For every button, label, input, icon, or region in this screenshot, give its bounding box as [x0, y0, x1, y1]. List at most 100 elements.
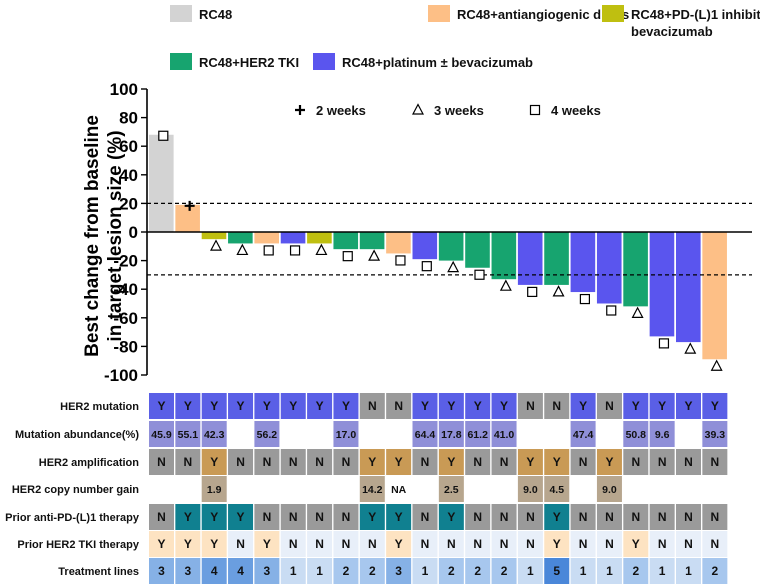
bar-patient-17 — [570, 232, 596, 293]
table-cell-text: N — [447, 537, 456, 551]
marker-tri-patient-16 — [552, 285, 565, 297]
bar-patient-21 — [676, 232, 701, 343]
table-cell-text: 4 — [237, 564, 244, 578]
table-row-label: Prior HER2 TKI therapy — [17, 539, 140, 551]
marker-sq-patient-17 — [579, 293, 591, 305]
table-cell — [201, 504, 227, 530]
table-cell — [676, 449, 701, 475]
table-cell-text: 1 — [422, 564, 429, 578]
table-cell — [465, 421, 491, 447]
table-cell-text: 2 — [369, 564, 376, 578]
table-cell — [544, 504, 570, 530]
table-cell — [649, 393, 675, 419]
table-cell-text: N — [368, 399, 377, 413]
table-cell-text: Y — [553, 537, 561, 551]
table-cell — [359, 558, 385, 584]
table-cell-text: N — [526, 399, 535, 413]
table-cell — [649, 558, 675, 584]
table-cell — [386, 531, 412, 557]
marker-plus-patient-2 — [184, 200, 195, 211]
table-cell — [307, 558, 333, 584]
table-cell-text: N — [342, 510, 351, 524]
table-cell-text: NA — [391, 484, 407, 496]
table-cell-text: 50.8 — [626, 429, 647, 441]
table-cell — [359, 476, 385, 502]
table-cell — [359, 449, 385, 475]
table-cell-text: N — [368, 537, 377, 551]
table-row-label: Mutation abundance(%) — [15, 429, 139, 441]
y-tick-label: 100 — [110, 80, 138, 99]
marker-tri-patient-12 — [447, 260, 460, 273]
table-cell — [517, 531, 543, 557]
table-cell — [676, 558, 701, 584]
table-cell — [201, 476, 227, 502]
table-cell-text: N — [157, 455, 166, 469]
table-cell-text: 17.0 — [336, 429, 357, 441]
table-cell — [596, 504, 622, 530]
table-cell — [228, 558, 254, 584]
table-cell-text: 1 — [659, 564, 666, 578]
table-cell-text: N — [658, 455, 667, 469]
table-cell-text: 42.3 — [204, 429, 225, 441]
bar-patient-16 — [544, 232, 569, 285]
table-cell-text: 1 — [290, 564, 297, 578]
table-cell — [491, 504, 517, 530]
table-cell-text: 4 — [211, 564, 218, 578]
table-cell — [333, 558, 359, 584]
table-cell — [412, 558, 438, 584]
table-cell-text: Y — [658, 399, 666, 413]
y-axis-label-line2: in target lesion size (%) — [105, 130, 126, 341]
table-cell — [438, 393, 464, 419]
table-cell — [702, 531, 728, 557]
marker-sq-patient-15 — [527, 286, 538, 298]
table-cell-text: Y — [526, 455, 534, 469]
table-cell — [570, 421, 596, 447]
table-cell — [676, 504, 701, 530]
table-cell-text: N — [684, 455, 693, 469]
table-cell — [359, 531, 385, 557]
table-cell-text: N — [658, 537, 667, 551]
bar-patient-19 — [623, 232, 648, 307]
legend-label-pdl1: RC48+PD-(L)1 inhibitors ± — [631, 7, 760, 22]
y-tick-label: -40 — [113, 280, 138, 299]
table-cell — [333, 449, 359, 475]
bar-patient-2 — [175, 204, 200, 232]
table-cell-text: N — [658, 510, 667, 524]
table-cell — [623, 449, 649, 475]
table-cell — [280, 393, 306, 419]
table-cell — [228, 504, 254, 530]
legend: RC48 RC48+antiangiogenic drugs RC48+PD-(L)… — [170, 5, 760, 70]
table-cell — [201, 421, 227, 447]
marker-sq-patient-5 — [263, 245, 274, 256]
table-cell-text: 2 — [632, 564, 639, 578]
table-cell-text: N — [394, 399, 403, 413]
table-cell — [412, 531, 438, 557]
table-cell-text: Y — [421, 399, 429, 413]
table-cell-text: Y — [579, 399, 587, 413]
table-cell — [175, 393, 201, 419]
table-cell-text: 56.2 — [257, 429, 278, 441]
table-cell-text: N — [711, 455, 720, 469]
table-cell — [254, 393, 280, 419]
table-cell — [149, 558, 174, 584]
legend-swatch-tki — [170, 53, 192, 70]
table-cell-text: Y — [210, 455, 218, 469]
table-cell-text: Y — [605, 455, 613, 469]
table-row-label: HER2 amplification — [39, 457, 140, 469]
table-cell-text: N — [421, 455, 430, 469]
marker-tri-patient-22 — [710, 359, 723, 371]
table-cell-text: N — [552, 399, 561, 413]
table-cell-text: N — [342, 455, 351, 469]
table-cell — [649, 504, 675, 530]
table-cell-text: N — [236, 455, 245, 469]
table-cell-text: 47.4 — [573, 429, 594, 441]
table-cell-text: Y — [210, 510, 218, 524]
table-cell — [676, 393, 701, 419]
table-cell-text: Y — [395, 455, 403, 469]
table-cell — [280, 449, 306, 475]
table-cell — [544, 476, 570, 502]
table-row-label: Prior anti-PD-(L)1 therapy — [5, 512, 140, 524]
table-cell — [702, 393, 728, 419]
table-cell-text: 17.8 — [441, 429, 462, 441]
